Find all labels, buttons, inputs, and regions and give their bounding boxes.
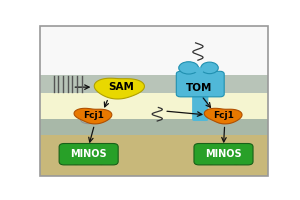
Text: TOM: TOM — [186, 83, 212, 93]
Text: Fcj1: Fcj1 — [83, 111, 104, 120]
Polygon shape — [204, 108, 242, 124]
Polygon shape — [74, 108, 112, 124]
Bar — [40, 75, 268, 93]
Ellipse shape — [208, 162, 213, 165]
Bar — [40, 93, 268, 119]
Ellipse shape — [73, 162, 78, 165]
Bar — [40, 26, 268, 75]
Ellipse shape — [99, 162, 104, 165]
FancyBboxPatch shape — [192, 91, 208, 121]
FancyBboxPatch shape — [176, 71, 224, 97]
Text: SAM: SAM — [108, 82, 134, 92]
Ellipse shape — [234, 162, 239, 165]
Ellipse shape — [194, 67, 204, 73]
Text: MINOS: MINOS — [70, 149, 107, 159]
Ellipse shape — [179, 62, 199, 74]
Bar — [40, 126, 268, 176]
Text: Fcj1: Fcj1 — [213, 111, 234, 120]
Text: MINOS: MINOS — [205, 149, 242, 159]
FancyBboxPatch shape — [194, 144, 253, 165]
Ellipse shape — [201, 62, 218, 74]
Ellipse shape — [215, 115, 232, 124]
FancyBboxPatch shape — [59, 144, 118, 165]
Bar — [40, 119, 268, 135]
Ellipse shape — [80, 115, 97, 124]
Polygon shape — [94, 78, 144, 99]
